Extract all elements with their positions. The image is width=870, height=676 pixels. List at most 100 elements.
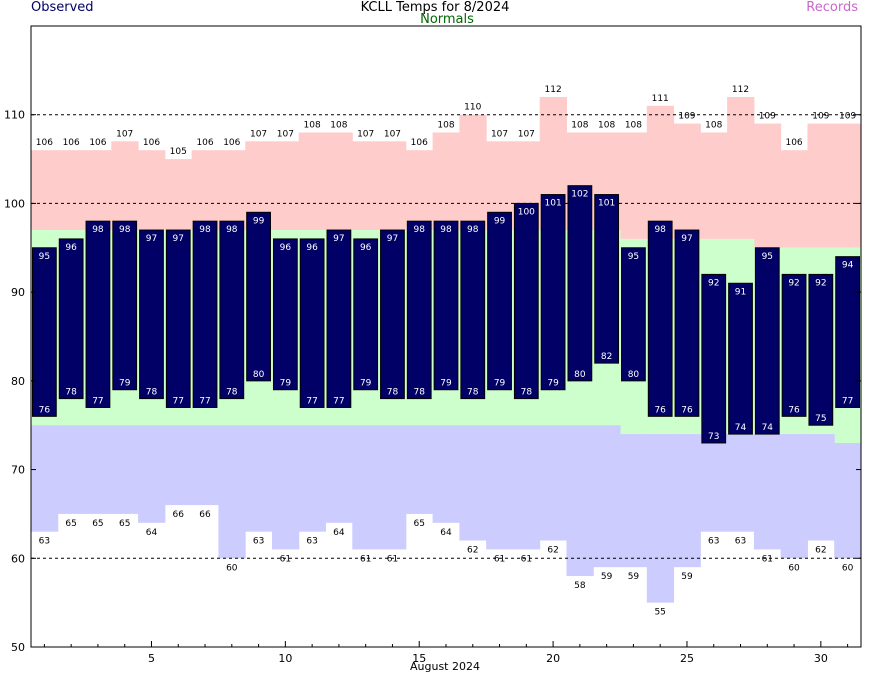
observed-low-label: 82: [601, 352, 612, 362]
record-high-label: 106: [411, 138, 428, 148]
record-low-label: 66: [173, 510, 185, 520]
record-low-band: [673, 434, 701, 568]
observed-bar: [353, 238, 379, 391]
record-low-label: 61: [762, 554, 773, 564]
y-tick-label: 90: [11, 286, 25, 299]
record-low-band: [593, 425, 621, 568]
observed-low-label: 79: [547, 379, 559, 389]
record-high-band: [379, 141, 407, 231]
record-high-label: 107: [491, 129, 508, 139]
observed-low-label: 77: [842, 396, 853, 406]
record-high-label: 107: [384, 129, 401, 139]
legend-observed: Observed: [31, 0, 94, 15]
observed-low-label: 79: [360, 379, 372, 389]
record-high-label: 109: [759, 112, 776, 122]
observed-low-label: 74: [735, 423, 747, 433]
record-low-label: 59: [681, 572, 693, 582]
record-high-band: [57, 150, 86, 231]
record-high-band: [298, 132, 327, 231]
record-high-band: [271, 141, 300, 231]
observed-high-label: 97: [173, 234, 184, 244]
record-high-band: [673, 123, 701, 239]
observed-low-label: 76: [681, 405, 693, 415]
record-low-label: 61: [494, 554, 505, 564]
record-high-band: [780, 150, 808, 248]
record-low-band: [298, 425, 327, 532]
record-high-label: 109: [839, 112, 856, 122]
record-high-label: 109: [812, 112, 829, 122]
record-low-band: [111, 425, 139, 514]
record-low-label: 60: [842, 563, 854, 573]
observed-high-label: 102: [571, 190, 588, 200]
observed-low-label: 78: [413, 388, 425, 398]
record-low-band: [700, 434, 728, 532]
record-low-band: [164, 425, 193, 506]
record-low-band: [780, 434, 808, 559]
observed-high-label: 95: [628, 252, 639, 262]
record-high-label: 106: [196, 138, 213, 148]
observed-low-label: 76: [788, 405, 800, 415]
y-tick-label: 80: [11, 375, 25, 388]
record-low-label: 65: [119, 519, 130, 529]
observed-low-label: 75: [815, 414, 826, 424]
record-high-label: 106: [89, 138, 106, 148]
record-low-band: [271, 425, 300, 550]
x-tick-label: 5: [148, 652, 155, 665]
observed-bar: [540, 194, 566, 391]
observed-bar: [647, 220, 673, 417]
observed-high-label: 98: [226, 225, 238, 235]
observed-low-label: 74: [762, 423, 774, 433]
record-high-band: [727, 96, 755, 239]
record-high-band: [164, 159, 193, 231]
observed-bar: [58, 238, 84, 400]
observed-bar: [139, 229, 164, 400]
observed-bar: [594, 194, 620, 364]
record-low-band: [84, 425, 112, 514]
observed-high-label: 96: [280, 243, 292, 253]
observed-high-label: 96: [306, 243, 318, 253]
record-high-label: 107: [250, 129, 267, 139]
x-tick-label: 20: [546, 652, 560, 665]
record-high-label: 107: [357, 129, 374, 139]
record-high-band: [432, 132, 460, 231]
record-low-band: [727, 434, 755, 532]
observed-bar: [754, 247, 780, 435]
record-low-band: [138, 425, 166, 523]
record-high-label: 106: [143, 138, 160, 148]
record-low-label: 62: [547, 546, 558, 556]
record-low-label: 62: [467, 546, 478, 556]
observed-high-label: 94: [842, 261, 854, 271]
observed-low-label: 78: [65, 388, 77, 398]
observed-bar: [380, 229, 405, 400]
observed-high-label: 97: [333, 234, 344, 244]
observed-bar: [272, 238, 298, 391]
x-tick-label: 15: [412, 652, 426, 665]
observed-bar: [513, 202, 539, 400]
record-low-label: 63: [708, 537, 719, 547]
observed-bar: [219, 220, 245, 400]
record-low-band: [459, 425, 487, 541]
observed-high-label: 98: [199, 225, 211, 235]
x-tick-label: 25: [680, 652, 694, 665]
record-low-label: 60: [226, 563, 238, 573]
record-low-band: [486, 425, 514, 550]
chart-title: KCLL Temps for 8/2024: [360, 0, 510, 15]
observed-bar: [567, 185, 593, 382]
x-tick-label: 30: [814, 652, 828, 665]
record-low-band: [566, 425, 594, 577]
observed-low-label: 73: [708, 432, 719, 442]
record-low-label: 63: [735, 537, 746, 547]
observed-high-label: 100: [518, 207, 535, 217]
observed-low-label: 79: [440, 379, 452, 389]
record-low-band: [218, 425, 246, 559]
record-high-label: 107: [277, 129, 294, 139]
y-tick-label: 100: [4, 197, 25, 210]
record-low-label: 61: [387, 554, 398, 564]
y-tick-label: 70: [11, 464, 25, 477]
record-low-band: [539, 425, 567, 541]
record-high-band: [31, 150, 59, 231]
record-low-label: 64: [440, 528, 452, 538]
record-high-label: 112: [545, 85, 562, 95]
record-low-band: [57, 425, 86, 514]
record-high-label: 106: [63, 138, 80, 148]
